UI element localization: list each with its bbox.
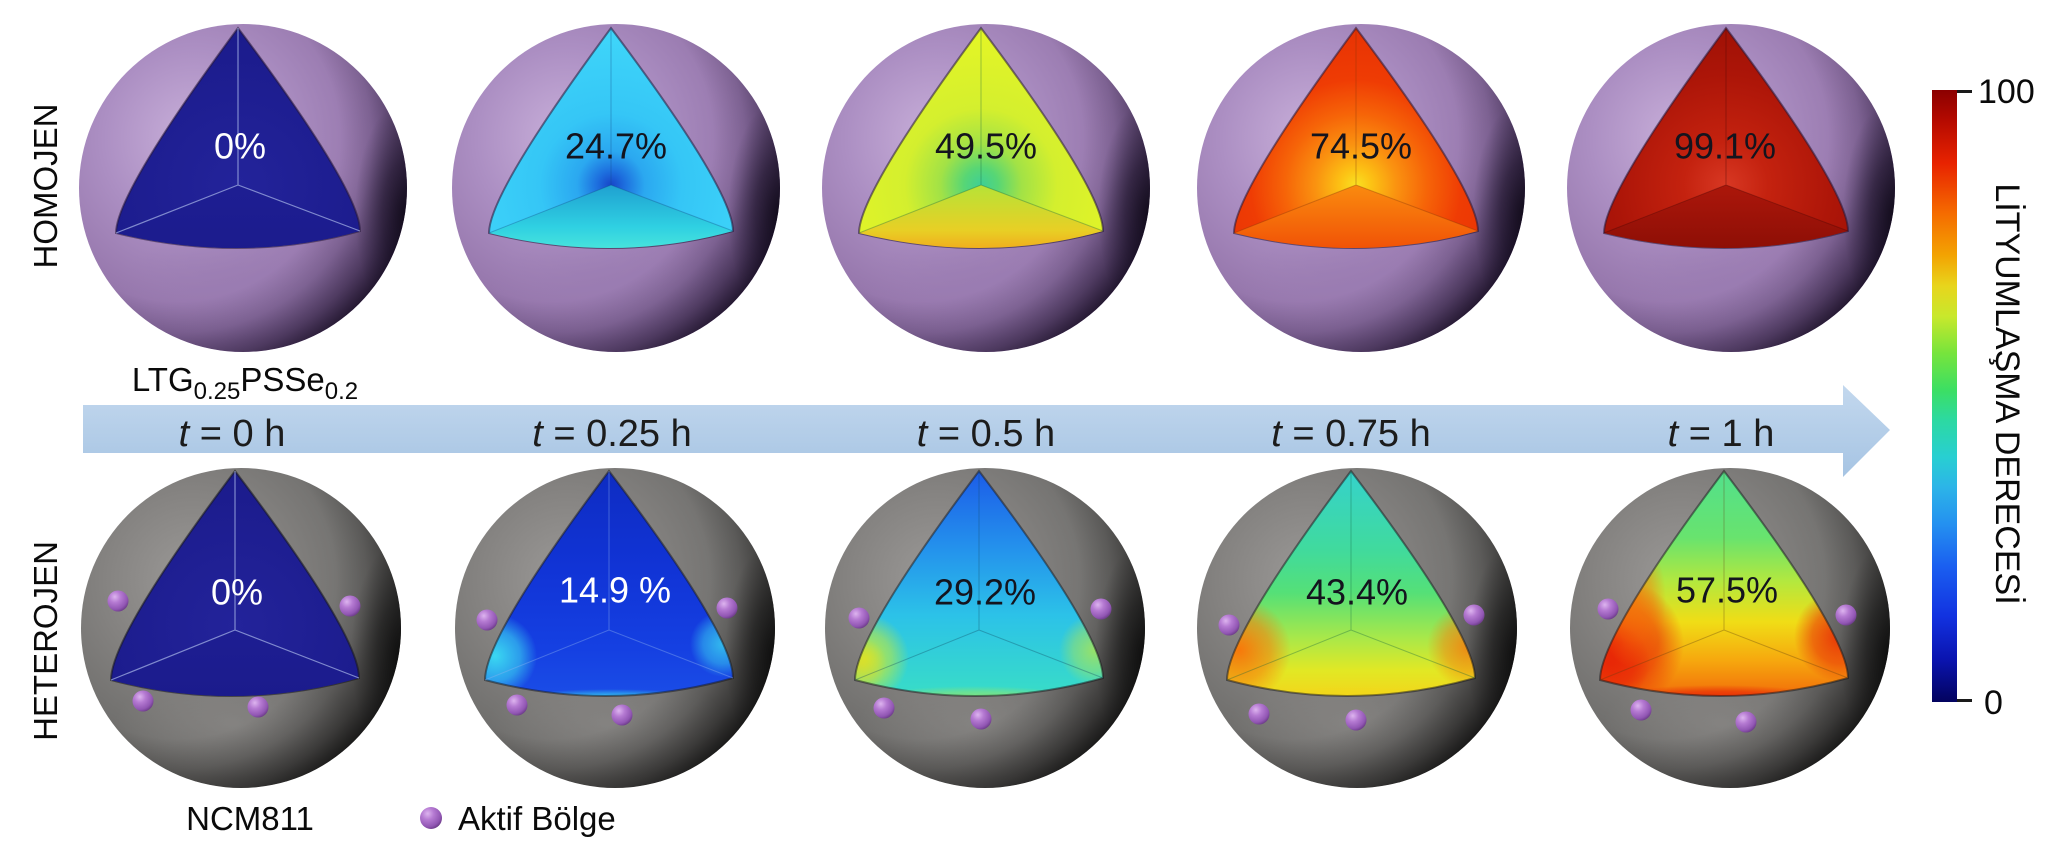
svg-text:LTG0.25PSSe0.2: LTG0.25PSSe0.2 [132, 361, 358, 405]
svg-text:29.2%: 29.2% [934, 572, 1036, 613]
svg-text:t = 0.25 h: t = 0.25 h [532, 413, 692, 455]
svg-text:t = 1 h: t = 1 h [1668, 413, 1775, 455]
svg-text:NCM811: NCM811 [186, 800, 314, 837]
svg-text:74.5%: 74.5% [1310, 126, 1412, 167]
svg-text:t = 0 h: t = 0 h [179, 413, 286, 455]
svg-text:0: 0 [1984, 684, 2003, 722]
svg-text:24.7%: 24.7% [565, 126, 667, 167]
svg-text:57.5%: 57.5% [1676, 570, 1778, 611]
svg-text:HETEROJEN: HETEROJEN [27, 541, 64, 741]
svg-text:100: 100 [1978, 73, 2035, 111]
svg-text:t = 0.5 h: t = 0.5 h [917, 413, 1055, 455]
svg-text:HOMOJEN: HOMOJEN [27, 104, 64, 269]
svg-text:0%: 0% [214, 126, 266, 167]
svg-text:49.5%: 49.5% [935, 126, 1037, 167]
svg-text:0%: 0% [211, 572, 263, 613]
svg-text:Aktif Bölge: Aktif Bölge [458, 800, 616, 837]
svg-text:99.1%: 99.1% [1674, 126, 1776, 167]
svg-text:t = 0.75 h: t = 0.75 h [1271, 413, 1431, 455]
svg-text:14.9 %: 14.9 % [559, 570, 671, 611]
svg-text:LİTYUMLAŞMA DERECESİ: LİTYUMLAŞMA DERECESİ [1988, 183, 2026, 604]
svg-text:43.4%: 43.4% [1306, 572, 1408, 613]
